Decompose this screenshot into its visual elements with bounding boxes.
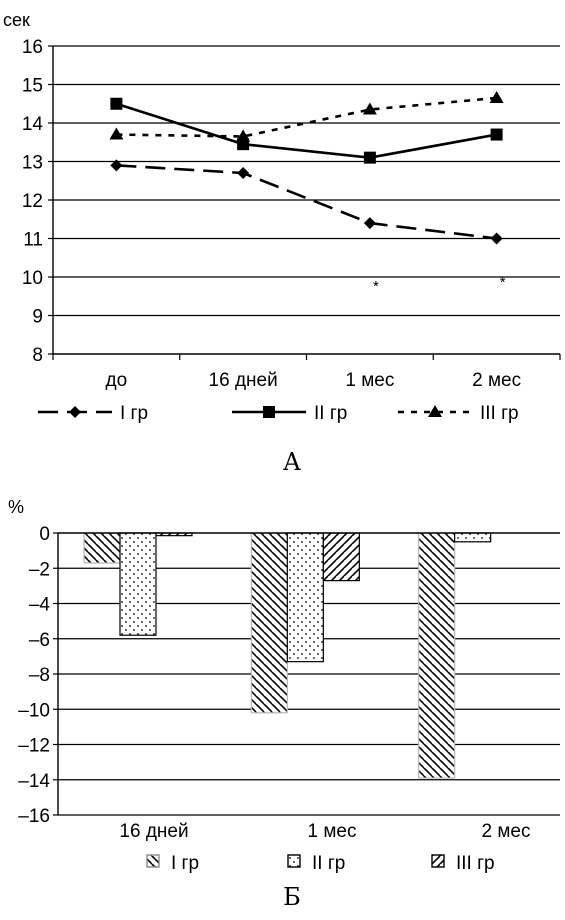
chart-a-x-tick-label: до <box>106 370 128 391</box>
chart-a-legend-label: I гр <box>120 403 148 424</box>
chart-a-y-tick-label: 10 <box>22 268 43 289</box>
chart-a-series <box>109 90 504 245</box>
chart-b-x-ticks: 16 дней 1 мес 2 мес <box>119 821 530 842</box>
chart-a-y-tick-label: 15 <box>22 76 43 97</box>
chart-a-point-series-1 <box>237 167 250 180</box>
chart-a-x-axis: до 16 дней 1 мес 2 мес <box>52 46 561 391</box>
chart-b-bar-series-3 <box>322 532 360 582</box>
chart-b-legend-swatch-1 <box>146 854 160 868</box>
chart-b-y-tick-label: 0 <box>39 524 50 545</box>
chart-a-legend-marker-1 <box>69 406 81 418</box>
chart-b-y-tick-label: –8 <box>29 665 50 686</box>
chart-a-legend-marker-2 <box>263 406 275 418</box>
chart-a-y-tick-label: 13 <box>22 153 43 174</box>
chart-b-bar-series-2 <box>454 532 492 543</box>
chart-a-y-tick-label: 11 <box>23 230 43 251</box>
chart-b-legend-label: I гр <box>171 853 199 874</box>
chart-a-ylabel: сек <box>3 10 30 30</box>
chart-b-y-tick-label: –4 <box>29 595 51 616</box>
chart-b-y-ticks: 0 –2 –4 –6 –8 –10 –12 –14 –16 <box>18 524 58 827</box>
chart-a-point-series-2 <box>490 128 503 141</box>
chart-b-legend: I гр II гр III гр <box>146 853 495 874</box>
chart-a-point-series-3 <box>362 102 377 115</box>
chart-b-legend-swatch-3 <box>431 854 445 868</box>
chart-a-series-line-1 <box>116 164 497 240</box>
chart-b-legend-label: III гр <box>456 853 495 874</box>
chart-a-point-series-3 <box>236 129 251 142</box>
chart-a-series-line-2 <box>115 102 497 159</box>
chart-a-legend-label: II гр <box>314 403 347 424</box>
chart-b-bar-series-2 <box>119 532 157 636</box>
panel-label-b: Б <box>283 883 301 911</box>
panel-label-a: А <box>283 448 301 476</box>
chart-a-point-series-2 <box>110 97 123 110</box>
chart-a-point-series-2 <box>363 151 376 164</box>
chart-a-x-tick-label: 1 мес <box>345 370 394 391</box>
chart-b-bar-series-2 <box>286 532 324 663</box>
chart-b-y-tick-label: –12 <box>18 736 50 757</box>
chart-b-x-tick-label: 1 мес <box>308 821 357 842</box>
chart-b-y-tick-label: –16 <box>18 806 50 827</box>
chart-b-y-tick-label: –6 <box>29 630 50 651</box>
chart-b-x-tick-label: 16 дней <box>119 821 188 842</box>
chart-a-legend-marker-3 <box>428 405 442 417</box>
chart-a-x-tick-label: 2 мес <box>472 370 521 391</box>
chart-a-point-series-1 <box>363 217 376 230</box>
chart-b-bars <box>83 532 492 779</box>
chart-a-y-ticks: 8 9 10 11 12 13 14 15 16 <box>22 37 53 366</box>
chart-a-point-series-1 <box>490 232 503 245</box>
chart-a-series-line-3 <box>116 96 497 138</box>
chart-b-ylabel: % <box>8 497 24 517</box>
chart-b-bar-series-1 <box>83 532 121 564</box>
chart-a-y-tick-label: 16 <box>22 37 43 58</box>
chart-a-x-tick-label: 16 дней <box>209 370 278 391</box>
chart-b-y-tick-label: –10 <box>18 700 50 721</box>
chart-a-annotations: * * <box>373 274 506 295</box>
chart-b-legend-swatch-2 <box>287 854 301 868</box>
chart-a-y-tick-label: 9 <box>32 307 43 328</box>
chart-b-y-tick-label: –2 <box>29 559 50 580</box>
chart-a-annotation: * <box>373 278 379 295</box>
chart-a-point-series-3 <box>489 90 504 103</box>
chart-a-point-series-3 <box>109 127 124 140</box>
chart-a-legend-label: III гр <box>480 403 519 424</box>
chart-a-y-tick-label: 12 <box>22 191 43 212</box>
chart-a-y-tick-label: 8 <box>32 345 43 366</box>
chart-b-y-tick-label: –14 <box>18 771 50 792</box>
bar-chart-b: % 0 –2 –4 –6 –8 –10 –12 –14 –16 16 дней 1 мес 2 ме… <box>8 497 560 911</box>
chart-a-gridlines <box>53 45 560 317</box>
chart-a-y-tick-label: 14 <box>22 114 44 135</box>
chart-a-legend: I гр II гр III гр <box>38 403 519 424</box>
chart-b-x-tick-label: 2 мес <box>482 821 531 842</box>
chart-b-bar-series-1 <box>250 532 288 714</box>
chart-a-annotation: * <box>500 274 506 291</box>
chart-a-point-series-1 <box>110 159 123 172</box>
chart-b-bar-series-1 <box>418 532 456 779</box>
line-chart-a: сек 8 9 10 11 12 13 14 15 16 до 16 дней 1 мес 2 мес… <box>3 10 561 476</box>
chart-b-legend-label: II гр <box>312 853 345 874</box>
